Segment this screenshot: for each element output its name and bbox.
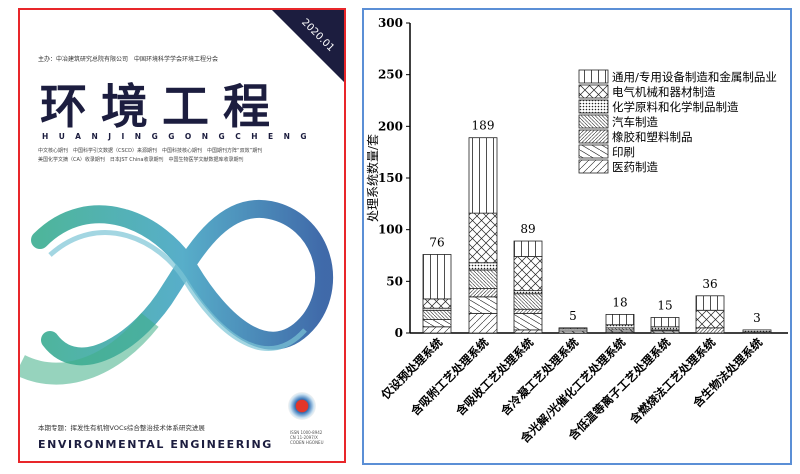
y-tick-label: 150 bbox=[378, 171, 403, 185]
bar-segment bbox=[695, 309, 725, 329]
y-tick-label: 100 bbox=[378, 223, 403, 237]
bar-segment bbox=[468, 296, 498, 314]
x-category-label: 含吸附工艺处理系统 bbox=[407, 335, 491, 419]
index-line-2: 美国化学文摘（CA）收录期刊 日本JST China收录期刊 中国生物医学文献数… bbox=[38, 157, 244, 163]
journal-title-cn: 环境工程 bbox=[40, 80, 284, 135]
legend-swatch bbox=[578, 159, 609, 174]
legend-label: 电气机械和器材制造 bbox=[612, 85, 716, 99]
index-line-1: 中文核心期刊 中国科学引文数据（CSCD）来源期刊 中国科技核心期刊 中国期刊方… bbox=[38, 148, 263, 154]
y-tick-label: 0 bbox=[395, 326, 403, 340]
bar-total-label: 89 bbox=[520, 222, 535, 236]
bar-total-label: 189 bbox=[472, 119, 495, 133]
bar-segment bbox=[468, 212, 498, 264]
bar-segment bbox=[513, 240, 543, 257]
journal-title-en: ENVIRONMENTAL ENGINEERING bbox=[38, 438, 273, 451]
bar-total-label: 3 bbox=[753, 311, 761, 325]
bar-segment bbox=[742, 329, 772, 333]
bar-segment bbox=[513, 329, 543, 334]
x-category-label: 含吸收工艺处理系统 bbox=[452, 335, 536, 419]
x-category-label: 含冷凝工艺处理系统 bbox=[497, 335, 581, 419]
bar-segment bbox=[513, 308, 543, 314]
bar-segment bbox=[468, 288, 498, 298]
bar-total-label: 5 bbox=[569, 309, 577, 323]
legend-swatch bbox=[578, 84, 609, 99]
bar-segment bbox=[558, 327, 588, 330]
bar-total-label: 18 bbox=[612, 295, 627, 309]
bar-segment bbox=[513, 293, 543, 310]
bar-total-label: 76 bbox=[429, 235, 444, 249]
bar-segment bbox=[650, 326, 680, 331]
legend-label: 印刷 bbox=[612, 145, 635, 159]
legend-swatch bbox=[578, 69, 609, 84]
y-tick-label: 300 bbox=[378, 16, 403, 30]
legend-label: 化学原料和化学制品制造 bbox=[612, 100, 739, 114]
y-tick-label: 200 bbox=[378, 119, 403, 133]
journal-seal bbox=[288, 392, 316, 420]
x-category-label: 含燃烧法工艺处理系统 bbox=[626, 335, 718, 427]
bar-segment bbox=[468, 312, 498, 334]
bar-segment bbox=[468, 262, 498, 271]
legend-swatch bbox=[578, 114, 609, 129]
sponsor-line: 主办：中冶建筑研究总院有限公司 中国环境科学学会环境工程分会 bbox=[38, 56, 219, 63]
bar-segment bbox=[422, 298, 452, 309]
bar-segment bbox=[605, 313, 635, 326]
y-tick-label: 250 bbox=[378, 68, 403, 82]
bar-total-label: 36 bbox=[702, 277, 717, 291]
bar-segment bbox=[422, 326, 452, 334]
bar-segment bbox=[513, 290, 543, 295]
legend-swatch bbox=[578, 129, 609, 144]
bar-segment bbox=[695, 327, 725, 334]
issue-topic: 本期专题：挥发性有机物VOCs综合整治技术体系研究进展 bbox=[38, 424, 205, 432]
bar-segment bbox=[468, 269, 498, 289]
bar-segment bbox=[422, 254, 452, 300]
issue-corner bbox=[272, 10, 344, 82]
legend-swatch bbox=[578, 99, 609, 114]
bar-total-label: 15 bbox=[657, 299, 672, 313]
bar-segment bbox=[513, 312, 543, 331]
legend-label: 医药制造 bbox=[612, 160, 658, 174]
legend-label: 汽车制造 bbox=[612, 115, 658, 129]
bar-segment bbox=[422, 309, 452, 320]
bar-segment bbox=[468, 137, 498, 214]
bar-segment bbox=[695, 295, 725, 311]
legend-label: 通用/专用设备制造和金属制品业 bbox=[612, 70, 777, 84]
bar-segment bbox=[605, 324, 635, 329]
legend-label: 橡胶和塑料制品 bbox=[612, 130, 693, 144]
bar-segment bbox=[650, 317, 680, 328]
infinity-swoosh-art bbox=[20, 199, 334, 385]
legend-swatch bbox=[578, 144, 609, 159]
y-axis-label: 处理系统数量/套 bbox=[365, 134, 380, 222]
issn-block: ISSN 1000-8942 CN 11-2097/X CODEN HGONEU bbox=[290, 430, 324, 445]
y-tick-label: 50 bbox=[386, 274, 403, 288]
chart-panel bbox=[362, 8, 792, 465]
bar-segment bbox=[422, 319, 452, 328]
journal-cover: 2020.01 主办：中冶建筑研究总院有限公司 中国环境科学学会环境工程分会 环… bbox=[18, 8, 346, 463]
bar-segment bbox=[513, 256, 543, 292]
journal-title-pinyin: HUANJINGGONGCHENG bbox=[42, 132, 318, 141]
